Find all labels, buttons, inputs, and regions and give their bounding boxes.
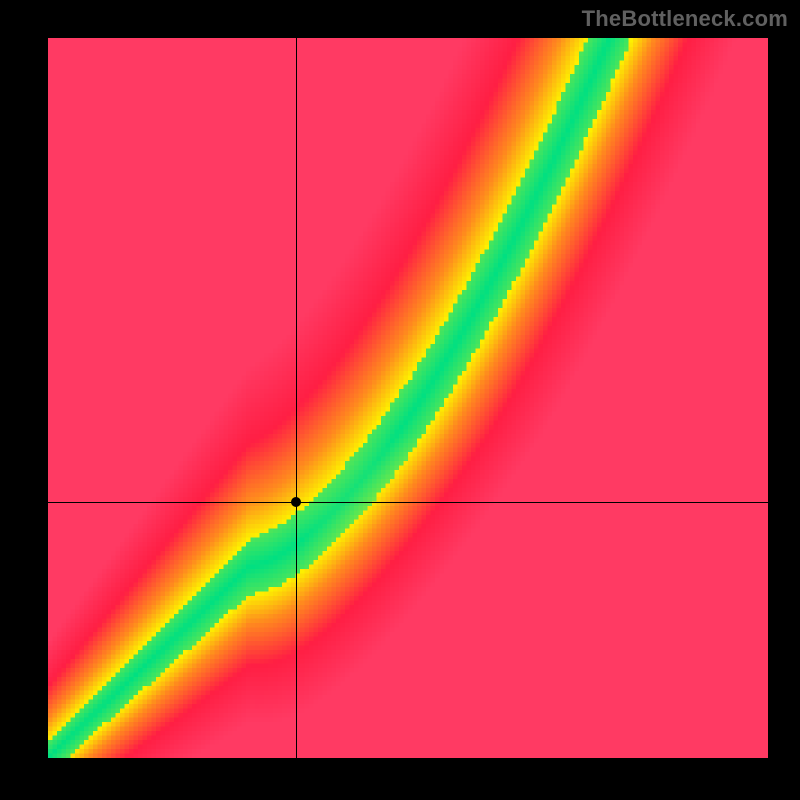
heatmap-canvas — [48, 38, 768, 758]
crosshair-vertical — [296, 38, 297, 758]
crosshair-horizontal — [48, 502, 768, 503]
heatmap-plot-area — [48, 38, 768, 758]
figure-container: TheBottleneck.com — [0, 0, 800, 800]
watermark-text: TheBottleneck.com — [582, 6, 788, 32]
